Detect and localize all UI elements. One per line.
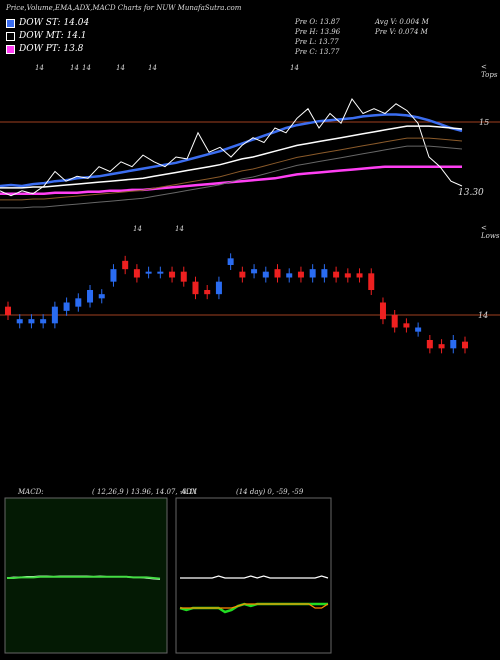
candle-body-23 [274, 269, 281, 278]
candle-body-4 [51, 306, 58, 324]
macd-label: MACD: [18, 488, 44, 496]
label-ema-15: 15 [479, 118, 490, 127]
candle-body-12 [145, 271, 152, 274]
legend-swatch-mt [6, 31, 15, 41]
mid-tick-2: 14 [175, 225, 184, 233]
candle-body-10 [122, 260, 129, 270]
top-tick-6: 14 [290, 64, 299, 72]
legend-label-pt: DOW PT: 13.8 [19, 44, 84, 54]
candle-body-33 [391, 315, 398, 328]
candle-body-36 [426, 340, 433, 349]
candle-body-20 [239, 271, 246, 278]
candle-body-25 [297, 271, 304, 278]
label-lows: < Lows [481, 224, 500, 240]
candle-body-5 [63, 302, 70, 311]
candle-body-39 [462, 341, 468, 349]
ohlc-open: Pre O: 13.87 [295, 18, 340, 26]
label-tops: < Tops [481, 63, 498, 79]
ohlc-close: Pre C: 13.77 [295, 48, 340, 56]
prev-volume: Pre V: 0.074 M [375, 28, 428, 36]
candle-body-32 [379, 302, 386, 320]
candle-body-2 [28, 319, 35, 324]
legend-swatch-pt [6, 44, 15, 54]
candle-body-19 [227, 258, 234, 265]
macd-params: ( 12,26,9 ) 13.96, 14.07, -0.11 [92, 488, 198, 496]
candle-body-38 [450, 340, 457, 349]
candle-body-0 [5, 306, 11, 315]
candle-body-27 [321, 269, 328, 278]
candle-body-21 [251, 269, 258, 274]
avg-volume: Avg V: 0.004 M [375, 18, 429, 26]
candle-body-3 [40, 319, 47, 324]
candle-body-14 [169, 271, 176, 278]
candle-body-8 [98, 294, 105, 299]
candle-body-30 [356, 273, 363, 278]
legend-label-mt: DOW MT: 14.1 [19, 31, 87, 41]
candle-body-1 [16, 319, 23, 324]
candle-body-17 [204, 290, 211, 295]
candle-body-16 [192, 281, 199, 295]
adx-series-0 [180, 575, 329, 579]
candle-body-7 [87, 290, 94, 303]
candle-body-26 [309, 269, 316, 278]
label-ema-price: 13.30 [458, 188, 484, 198]
legend-swatch-st [6, 18, 15, 28]
legend-item-mt: DOW MT: 14.1 [6, 31, 87, 41]
candle-body-22 [262, 271, 269, 278]
adx-series-2 [180, 603, 329, 609]
macd-series-1 [7, 575, 161, 580]
legend-label-st: DOW ST: 14.04 [19, 18, 90, 28]
adx-panel [175, 497, 332, 654]
ema-band-0 [0, 137, 463, 201]
ohlc-low: Pre L: 13.77 [295, 38, 339, 46]
top-tick-4: 14 [116, 64, 125, 72]
chart-title: Price,Volume,EMA,ADX,MACD Charts for NUW… [6, 4, 242, 12]
ohlc-high: Pre H: 13.96 [295, 28, 341, 36]
legend-item-pt: DOW PT: 13.8 [6, 44, 83, 54]
ema-band-1 [0, 145, 463, 209]
candle-body-28 [333, 271, 340, 278]
candle-body-24 [286, 273, 293, 278]
adx-params: (14 day) 0, -59, -59 [236, 488, 304, 496]
top-tick-2: 14 [70, 64, 79, 72]
legend-item-st: DOW ST: 14.04 [6, 18, 89, 28]
candle-body-11 [133, 269, 140, 278]
top-tick-1: 14 [35, 64, 44, 72]
candle-body-13 [157, 271, 164, 274]
candle-body-9 [110, 269, 117, 282]
mid-tick-1: 14 [133, 225, 142, 233]
adx-label: ADX [181, 488, 197, 496]
top-tick-5: 14 [148, 64, 157, 72]
candle-body-15 [180, 271, 187, 282]
ema-series-0 [0, 113, 463, 188]
ema-series-1 [0, 125, 463, 189]
candle-body-6 [75, 298, 82, 307]
candle-body-37 [438, 344, 445, 349]
ema-series-3 [0, 98, 463, 197]
top-tick-3: 14 [82, 64, 91, 72]
candle-body-31 [368, 273, 375, 290]
candle-body-35 [415, 327, 422, 332]
label-candle-14: 14 [478, 311, 489, 320]
candle-body-34 [403, 323, 410, 328]
candle-body-29 [344, 273, 351, 278]
candle-body-18 [215, 281, 222, 295]
